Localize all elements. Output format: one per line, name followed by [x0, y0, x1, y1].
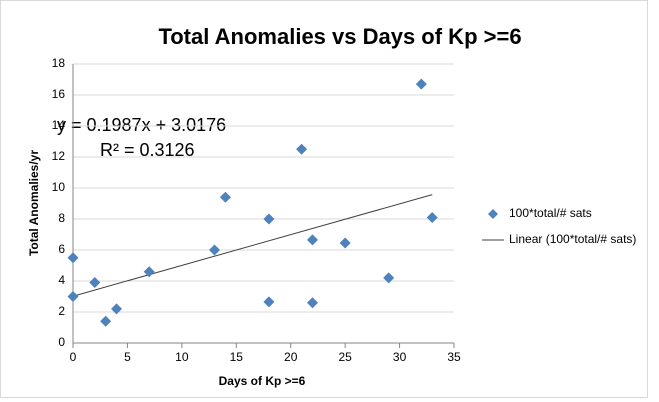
x-tick-label: 15 [230, 350, 244, 364]
scatter-point [67, 291, 79, 302]
x-tick-label: 30 [393, 350, 407, 364]
scatter-point [339, 237, 351, 249]
y-axis-title: Total Anomalies/yr [27, 150, 41, 256]
scatter-point [383, 272, 395, 284]
legend-label: Linear (100*total/# sats) [509, 232, 636, 246]
x-tick-label: 0 [70, 350, 77, 364]
x-tick-label: 20 [284, 350, 298, 364]
scatter-point [306, 234, 318, 246]
scatter-point [426, 211, 438, 223]
x-axis-title: Days of Kp >=6 [219, 374, 306, 388]
scatter-point [67, 252, 79, 264]
trendline [72, 194, 433, 297]
y-tick-label: 16 [52, 87, 66, 101]
scatter-point [219, 191, 231, 203]
x-tick-label: 35 [447, 350, 461, 364]
legend-marker [488, 209, 498, 219]
scatter-point [100, 315, 112, 327]
scatter-point [89, 277, 101, 289]
scatter-point [143, 266, 155, 278]
scatter-point [263, 296, 275, 308]
y-tick-label: 6 [58, 242, 65, 256]
scatter-point [111, 303, 123, 315]
y-tick-label: 12 [52, 149, 66, 163]
x-tick-label: 5 [124, 350, 131, 364]
x-tick-label: 25 [338, 350, 352, 364]
scatter-point [306, 297, 318, 309]
y-tick-label: 10 [52, 180, 66, 194]
trendline-equation: y = 0.1987x + 3.0176 [57, 115, 226, 135]
r-squared: R² = 0.3126 [100, 140, 195, 160]
y-tick-label: 0 [58, 335, 65, 349]
y-tick-label: 2 [58, 304, 65, 318]
x-tick-label: 10 [175, 350, 189, 364]
scatter-point [296, 143, 308, 155]
y-tick-label: 8 [58, 211, 65, 225]
scatter-point [415, 78, 427, 90]
legend-label: 100*total/# sats [509, 206, 592, 220]
chart-title: Total Anomalies vs Days of Kp >=6 [158, 24, 521, 49]
scatter-point [209, 244, 221, 256]
scatter-point [263, 213, 275, 225]
y-tick-label: 14 [52, 118, 66, 132]
y-tick-label: 4 [58, 273, 65, 287]
chart-border [0, 0, 648, 398]
y-tick-label: 18 [52, 56, 66, 70]
